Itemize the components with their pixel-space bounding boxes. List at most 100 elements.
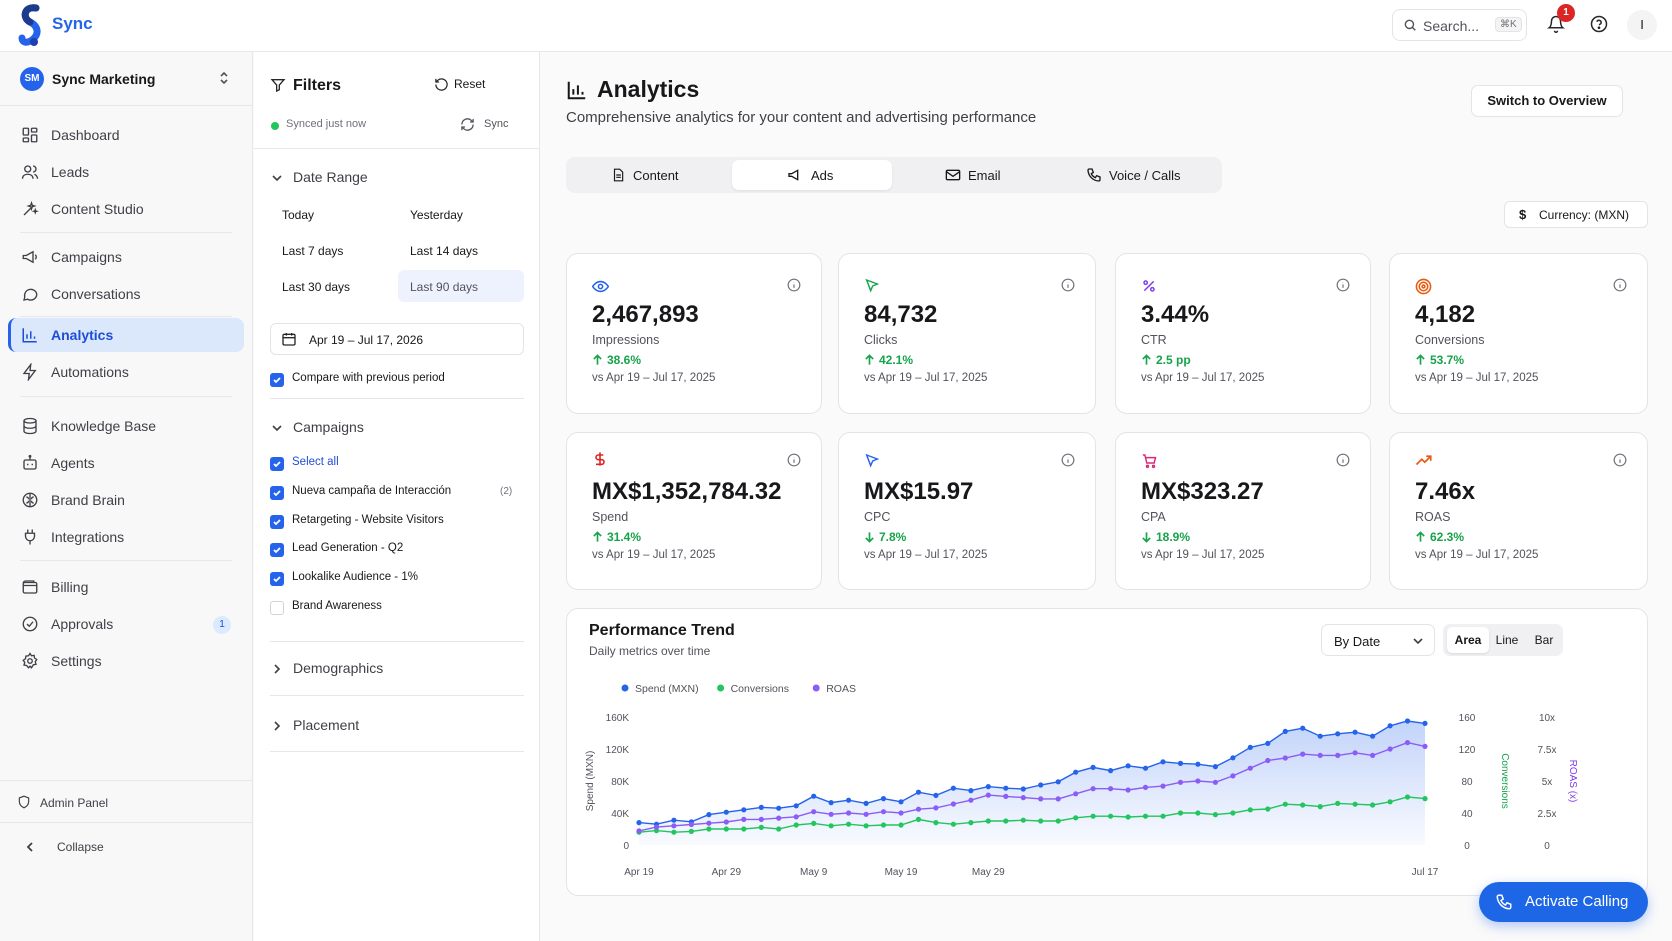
data-point	[880, 796, 887, 802]
info-icon[interactable]	[787, 278, 801, 292]
group-by-value: By Date	[1334, 634, 1381, 649]
data-point	[1404, 794, 1411, 800]
campaign-checkbox[interactable]	[270, 543, 284, 557]
data-point	[636, 828, 642, 834]
kpi-card-spend[interactable]: MX$1,352,784.32 Spend 31.4% vs Apr 19 – …	[566, 432, 822, 590]
filters-panel: Filters Reset Synced just now Sync Date …	[254, 52, 540, 941]
tab-label: Voice / Calls	[1109, 168, 1181, 183]
help-icon[interactable]	[1590, 15, 1608, 33]
data-point	[933, 805, 939, 811]
workspace-switcher[interactable]: SM Sync Marketing	[0, 52, 252, 106]
sidebar-item-dashboard[interactable]: Dashboard	[8, 118, 244, 152]
search-bar[interactable]: Search... ⌘K	[1392, 9, 1527, 41]
sidebar-item-billing[interactable]: Billing	[8, 570, 244, 604]
sidebar-item-content-studio[interactable]: Content Studio	[8, 192, 244, 226]
data-point	[828, 823, 834, 829]
date-range-picker[interactable]: Apr 19 – Jul 17, 2026	[270, 323, 524, 355]
chart-type-bar[interactable]: Bar	[1534, 633, 1554, 647]
shield-icon	[18, 795, 30, 809]
date-option-last-30-days[interactable]: Last 30 days	[282, 280, 351, 294]
legend-swatch	[812, 684, 820, 692]
data-point	[1160, 759, 1166, 765]
kpi-card-conversions[interactable]: 4,182 Conversions 53.7% vs Apr 19 – Jul …	[1389, 253, 1648, 414]
date-option-yesterday[interactable]: Yesterday	[410, 208, 463, 222]
filter-icon	[270, 79, 286, 93]
compare-label: Compare with previous period	[292, 372, 445, 384]
group-by-select[interactable]: By Date	[1321, 624, 1435, 656]
sidebar-divider	[20, 316, 232, 317]
select-all-checkbox[interactable]	[270, 457, 284, 471]
campaign-checkbox[interactable]	[270, 486, 284, 500]
data-point	[1247, 744, 1253, 750]
activate-calling-button[interactable]: Activate Calling	[1479, 882, 1648, 922]
sidebar-item-knowledge-base[interactable]: Knowledge Base	[8, 409, 244, 443]
user-avatar[interactable]: I	[1627, 10, 1657, 40]
check-icon	[273, 490, 281, 497]
info-icon[interactable]	[1336, 453, 1350, 467]
sidebar-item-label: Campaigns	[51, 249, 122, 265]
sidebar-item-settings[interactable]: Settings	[8, 644, 244, 678]
select-all-label[interactable]: Select all	[292, 456, 339, 468]
date-option-last-7-days[interactable]: Last 7 days	[282, 244, 344, 258]
database-icon	[23, 417, 37, 435]
date-option-last-90-days[interactable]: Last 90 days	[398, 270, 524, 302]
info-icon[interactable]	[1336, 278, 1350, 292]
data-point	[1352, 801, 1358, 807]
chart-type-toggle: Area Line Bar	[1443, 624, 1563, 656]
sidebar-item-brand-brain[interactable]: Brand Brain	[8, 483, 244, 517]
date-option-last-14-days[interactable]: Last 14 days	[410, 244, 479, 258]
campaign-checkbox[interactable]	[270, 572, 284, 586]
tab-label: Content	[633, 168, 679, 183]
kpi-card-clicks[interactable]: 84,732 Clicks 42.1% vs Apr 19 – Jul 17, …	[838, 253, 1096, 414]
collapse-button[interactable]: Collapse	[0, 822, 252, 872]
info-icon[interactable]	[787, 453, 801, 467]
data-point	[1230, 810, 1236, 816]
kpi-card-ctr[interactable]: 3.44% CTR 2.5 pp vs Apr 19 – Jul 17, 202…	[1115, 253, 1371, 414]
kpi-card-roas[interactable]: 7.46x ROAS 62.3% vs Apr 19 – Jul 17, 202…	[1389, 432, 1648, 590]
date-option-today[interactable]: Today	[282, 208, 315, 222]
campaign-checkbox[interactable]	[270, 601, 284, 615]
data-point	[671, 817, 677, 823]
sidebar: SM Sync Marketing Dashboard Leads Conten…	[0, 52, 253, 941]
kpi-label: CPC	[864, 510, 891, 524]
kpi-card-cpa[interactable]: MX$323.27 CPA 18.9% vs Apr 19 – Jul 17, …	[1115, 432, 1371, 590]
info-icon[interactable]	[1613, 278, 1627, 292]
sidebar-item-automations[interactable]: Automations	[8, 355, 244, 389]
info-icon[interactable]	[1061, 453, 1075, 467]
admin-panel-link[interactable]: Admin Panel	[0, 780, 252, 822]
tab-email[interactable]: Email	[894, 160, 1054, 190]
switch-to-overview-button[interactable]: Switch to Overview	[1471, 85, 1623, 117]
data-point	[846, 821, 852, 827]
sidebar-item-campaigns[interactable]: Campaigns	[8, 240, 244, 274]
tab-ads[interactable]: Ads	[732, 160, 892, 190]
currency-selector[interactable]: $ Currency: (MXN)	[1504, 201, 1648, 228]
bell-icon[interactable]	[1547, 14, 1565, 34]
info-icon[interactable]	[1061, 278, 1075, 292]
data-point	[1160, 813, 1166, 819]
reset-icon	[435, 78, 448, 91]
chart-type-line[interactable]: Line	[1495, 633, 1519, 647]
campaign-checkbox[interactable]	[270, 515, 284, 529]
chevron-up-down-icon	[220, 71, 228, 85]
tab-content[interactable]: Content	[570, 160, 730, 190]
data-point	[863, 800, 869, 806]
workspace-name: Sync Marketing	[52, 71, 156, 87]
kpi-card-impressions[interactable]: 2,467,893 Impressions 38.6% vs Apr 19 – …	[566, 253, 822, 414]
performance-trend-chart[interactable]: Spend (MXN) Conversions ROAS 0 40K 80K 120K 160…	[567, 609, 1649, 897]
sidebar-item-analytics[interactable]: Analytics	[8, 318, 244, 352]
compare-checkbox[interactable]	[270, 373, 284, 387]
sidebar-item-integrations[interactable]: Integrations	[8, 520, 244, 554]
sidebar-item-agents[interactable]: Agents	[8, 446, 244, 480]
kpi-card-cpc[interactable]: MX$15.97 CPC 7.8% vs Apr 19 – Jul 17, 20…	[838, 432, 1096, 590]
chart-type-area[interactable]: Area	[1447, 627, 1489, 653]
sync-logo-icon[interactable]	[16, 4, 46, 48]
info-icon[interactable]	[1613, 453, 1627, 467]
sidebar-item-leads[interactable]: Leads	[8, 155, 244, 189]
sidebar-item-conversations[interactable]: Conversations	[8, 277, 244, 311]
sidebar-item-approvals[interactable]: Approvals 1	[8, 607, 244, 641]
y-tick-label-roas: 0	[1544, 841, 1550, 852]
data-point	[1177, 810, 1184, 816]
tab-voice-calls[interactable]: Voice / Calls	[1056, 160, 1216, 190]
data-point	[1404, 740, 1411, 746]
data-point	[1038, 796, 1044, 802]
